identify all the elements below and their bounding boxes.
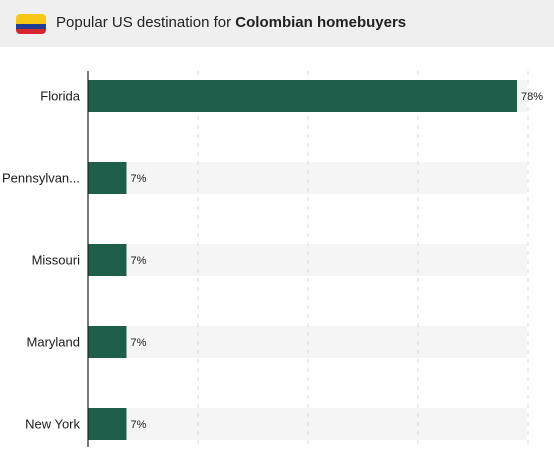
category-label: New York [25, 417, 80, 432]
value-label: 78% [521, 91, 543, 103]
category-label: Maryland [27, 335, 80, 350]
bar [88, 80, 517, 112]
bar [88, 162, 127, 194]
value-label: 7% [131, 337, 147, 349]
bar [88, 408, 127, 440]
value-label: 7% [131, 419, 147, 431]
title-prefix: Popular US destination for [56, 14, 236, 31]
category-label: Pennsylvan... [2, 171, 80, 186]
value-label: 7% [131, 173, 147, 185]
colombia-flag-icon [16, 14, 46, 34]
category-label: Florida [40, 89, 81, 104]
category-label: Missouri [32, 253, 81, 268]
bar-chart: Florida 78% Pennsylvan... 7% Missouri 7% Maryl… [2, 71, 543, 447]
bar [88, 326, 127, 358]
value-label: 7% [131, 255, 147, 267]
title-bold: Colombian homebuyers [235, 14, 407, 31]
chart-title: Popular US destination for Colombian hom… [56, 14, 406, 31]
bar [88, 244, 127, 276]
chart-header: Popular US destination for Colombian hom… [0, 0, 554, 47]
